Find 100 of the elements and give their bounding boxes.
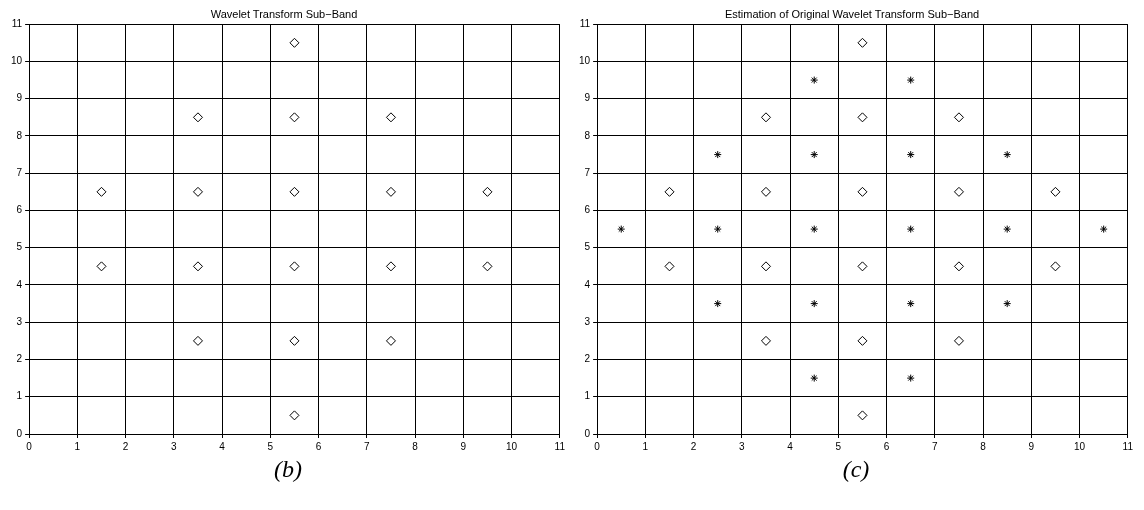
x-tick-label: 0: [594, 440, 601, 452]
point: [713, 299, 722, 308]
y-tick-label: 8: [16, 129, 23, 141]
y-tick-label: 1: [16, 390, 23, 402]
point: [760, 112, 771, 123]
x-tick-label: 11: [1122, 440, 1134, 452]
point: [385, 335, 396, 346]
point: [760, 261, 771, 272]
x-tick-label: 3: [171, 440, 178, 452]
point: [1003, 299, 1012, 308]
y-tick-label: 7: [16, 166, 23, 178]
x-tick-label: 0: [26, 440, 33, 452]
point: [96, 261, 107, 272]
point: [953, 112, 964, 123]
y-tick-label: 11: [579, 17, 591, 29]
x-tick-label: 1: [74, 440, 81, 452]
point: [713, 150, 722, 159]
y-tick-label: 10: [579, 55, 591, 67]
x-tick-label: 2: [690, 440, 697, 452]
point: [906, 150, 915, 159]
x-tick-label: 8: [412, 440, 419, 452]
y-tick-label: 1: [584, 390, 591, 402]
x-tick-label: 8: [980, 440, 987, 452]
point: [482, 186, 493, 197]
point: [713, 225, 722, 234]
point: [857, 261, 868, 272]
y-tick-label: 6: [584, 204, 591, 216]
x-tick-label: 6: [315, 440, 322, 452]
point: [857, 410, 868, 421]
point: [906, 76, 915, 85]
y-tick-label: 0: [16, 427, 23, 439]
point: [617, 225, 626, 234]
y-tick-label: 2: [584, 353, 591, 365]
y-tick-label: 4: [584, 278, 591, 290]
x-tick-label: 4: [787, 440, 794, 452]
y-tick-label: 9: [16, 92, 23, 104]
y-tick-label: 5: [16, 241, 23, 253]
x-tick-label: 2: [122, 440, 129, 452]
y-tick-label: 3: [16, 315, 23, 327]
point: [810, 299, 819, 308]
point: [1050, 186, 1061, 197]
x-tick-label: 6: [883, 440, 890, 452]
x-tick-label: 9: [460, 440, 467, 452]
point: [810, 374, 819, 383]
x-tick-label: 11: [554, 440, 566, 452]
text: (c): [841, 456, 871, 483]
point: [385, 112, 396, 123]
point: [857, 112, 868, 123]
y-tick-label: 2: [16, 353, 23, 365]
point: [289, 335, 300, 346]
y-tick-label: 3: [584, 315, 591, 327]
point: [192, 186, 203, 197]
x-tick-label: 7: [932, 440, 939, 452]
y-tick-label: 10: [11, 55, 23, 67]
point: [482, 261, 493, 272]
chart-title: Estimation of Original Wavelet Transform Sub−Band: [724, 7, 980, 20]
point: [857, 37, 868, 48]
y-tick-label: 4: [16, 278, 23, 290]
y-tick-label: 9: [584, 92, 591, 104]
point: [857, 335, 868, 346]
point: [192, 335, 203, 346]
y-tick-label: 0: [584, 427, 591, 439]
point: [1003, 225, 1012, 234]
x-tick-label: 5: [267, 440, 274, 452]
point: [953, 261, 964, 272]
point: [289, 37, 300, 48]
point: [192, 261, 203, 272]
x-tick-label: 10: [506, 440, 518, 452]
x-tick-label: 5: [835, 440, 842, 452]
point: [1099, 225, 1108, 234]
point: [906, 374, 915, 383]
text: (b): [273, 456, 303, 483]
point: [953, 186, 964, 197]
x-tick-label: 10: [1074, 440, 1086, 452]
y-tick-label: 8: [584, 129, 591, 141]
x-tick-label: 4: [219, 440, 226, 452]
point: [664, 261, 675, 272]
x-tick-label: 7: [364, 440, 371, 452]
point: [857, 186, 868, 197]
point: [760, 186, 771, 197]
x-tick-label: 3: [739, 440, 746, 452]
point: [953, 335, 964, 346]
point: [906, 225, 915, 234]
point: [289, 186, 300, 197]
point: [289, 112, 300, 123]
y-tick-label: 7: [584, 166, 591, 178]
x-tick-label: 9: [1028, 440, 1035, 452]
point: [96, 186, 107, 197]
y-tick-label: 6: [16, 204, 23, 216]
point: [192, 112, 203, 123]
point: [1050, 261, 1061, 272]
point: [664, 186, 675, 197]
chart-title: Wavelet Transform Sub−Band: [210, 7, 358, 20]
point: [810, 225, 819, 234]
point: [385, 186, 396, 197]
point: [289, 261, 300, 272]
point: [906, 299, 915, 308]
point: [385, 261, 396, 272]
y-tick-label: 11: [11, 17, 23, 29]
point: [289, 410, 300, 421]
